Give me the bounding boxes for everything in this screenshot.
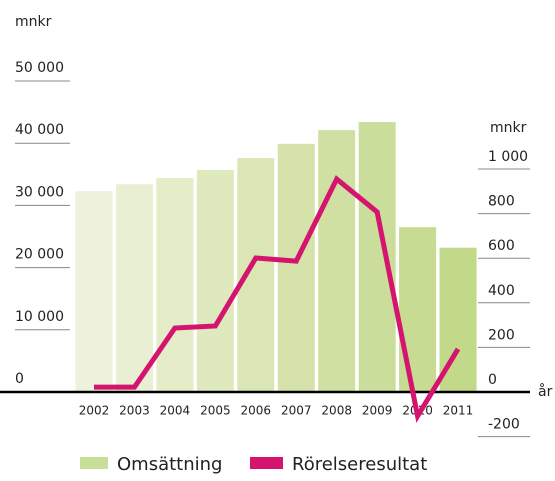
- x-tick-label: 2011: [443, 404, 474, 418]
- legend-swatch: [250, 457, 283, 469]
- legend-label: Rörelseresultat: [292, 454, 427, 475]
- line: [94, 175, 461, 423]
- x-tick-label: 2009: [362, 404, 393, 418]
- y2-tick-label: 400: [488, 283, 515, 299]
- bar: [358, 122, 396, 392]
- y-tick-label: 30 000: [15, 184, 64, 200]
- x-tick-label: 2002: [79, 404, 110, 418]
- y2-tick-label: -200: [488, 417, 520, 433]
- x-tick-label: 2003: [119, 404, 150, 418]
- legend-swatch: [80, 457, 108, 469]
- y-tick-label: 10 000: [15, 309, 64, 325]
- y2-axis-label: mnkr: [490, 120, 527, 136]
- x-tick-label: 2006: [241, 404, 272, 418]
- y-tick-label: 20 000: [15, 247, 64, 263]
- bar: [75, 191, 113, 392]
- bar: [115, 184, 153, 392]
- bar: [399, 227, 437, 392]
- bar: [318, 130, 356, 392]
- bar: [156, 178, 194, 392]
- x-axis-label: år: [538, 383, 553, 400]
- y-tick-label: 50 000: [15, 60, 64, 76]
- x-tick-label: 2007: [281, 404, 312, 418]
- bar: [196, 169, 234, 392]
- y-tick-label: 0: [15, 371, 24, 387]
- y-tick-label: 40 000: [15, 122, 64, 138]
- x-tick-label: 2004: [160, 404, 191, 418]
- x-tick-label: 2008: [321, 404, 352, 418]
- y2-tick-label: 1 000: [488, 149, 528, 165]
- y-axis-label: mnkr: [15, 14, 52, 30]
- x-tick-label: 2005: [200, 404, 231, 418]
- y2-tick-label: 600: [488, 238, 515, 254]
- legend-label: Omsättning: [117, 454, 222, 475]
- y2-tick-label: 800: [488, 194, 515, 210]
- y2-tick-label: 200: [488, 327, 515, 343]
- bar: [277, 143, 315, 392]
- y2-tick-label: 0: [488, 372, 497, 388]
